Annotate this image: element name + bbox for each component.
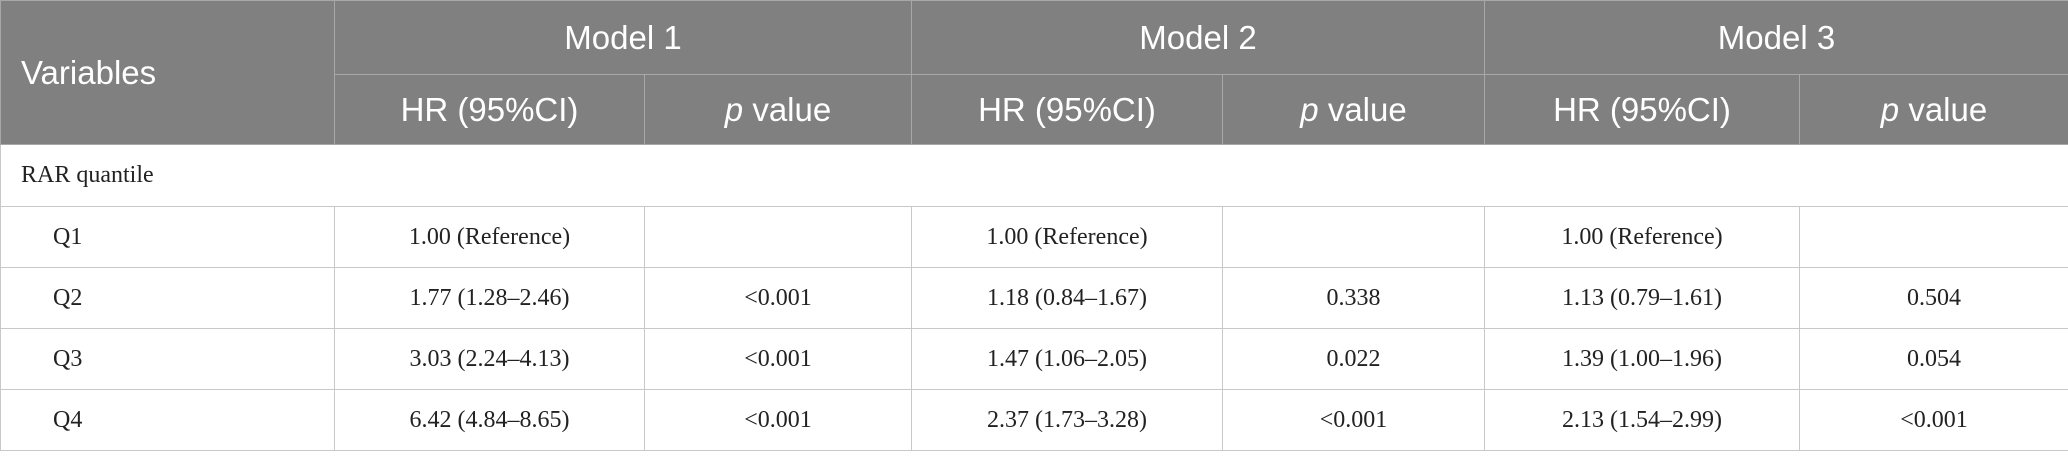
section-label: RAR quantile: [0, 144, 2068, 207]
table-header: Variables Model 1 Model 2 Model 3 HR (95%CI)…: [0, 0, 2068, 145]
row-label: Q2: [0, 267, 335, 329]
data-row: Q3 3.03 (2.24–4.13) <0.001 1.47 (1.06–2.05)…: [0, 328, 2068, 390]
hr-value: 2.13 (1.54–2.99): [1484, 389, 1800, 451]
row-label: Q4: [0, 389, 335, 451]
hr-value: 1.00 (Reference): [334, 206, 645, 268]
p-value: <0.001: [644, 328, 912, 390]
p-value: <0.001: [644, 389, 912, 451]
data-row: Q2 1.77 (1.28–2.46) <0.001 1.18 (0.84–1.67)…: [0, 267, 2068, 329]
p-value: 0.504: [1799, 267, 2068, 329]
p-value: <0.001: [1222, 389, 1485, 451]
p-header: p value: [1222, 74, 1485, 145]
row-label: Q1: [0, 206, 335, 268]
model-header: Model 3: [1484, 0, 2068, 75]
p-value: 0.338: [1222, 267, 1485, 329]
subheader-row: HR (95%CI) p value HR (95%CI) p value HR (95…: [1, 74, 2068, 145]
results-table: Variables Model 1 Model 2 Model 3 HR (95%CI)…: [0, 0, 2068, 451]
hr-header: HR (95%CI): [1484, 74, 1800, 145]
model-header: Model 2: [911, 0, 1485, 75]
p-value: <0.001: [644, 267, 912, 329]
section-row: RAR quantile: [0, 144, 2068, 207]
table-body: RAR quantile Q1 1.00 (Reference) 1.00 (Refe…: [0, 144, 2068, 451]
p-rest: value: [752, 90, 832, 128]
hr-value: 1.39 (1.00–1.96): [1484, 328, 1800, 390]
data-row: Q4 6.42 (4.84–8.65) <0.001 2.37 (1.73–3.28)…: [0, 389, 2068, 451]
hr-value: 2.37 (1.73–3.28): [911, 389, 1223, 451]
hr-value: 3.03 (2.24–4.13): [334, 328, 645, 390]
p-value: <0.001: [1799, 389, 2068, 451]
p-rest: value: [1908, 90, 1988, 128]
model-header: Model 1: [334, 0, 912, 75]
p-italic: p: [724, 90, 744, 128]
row-label: Q3: [0, 328, 335, 390]
hr-value: 1.13 (0.79–1.61): [1484, 267, 1800, 329]
hr-value: 1.00 (Reference): [911, 206, 1223, 268]
p-rest: value: [1327, 90, 1407, 128]
hr-value: 1.77 (1.28–2.46): [334, 267, 645, 329]
p-header: p value: [1799, 74, 2068, 145]
hr-header: HR (95%CI): [911, 74, 1223, 145]
empty-cell: [1222, 206, 1485, 268]
header-row: Variables Model 1 Model 2 Model 3: [0, 0, 2068, 145]
hr-header: HR (95%CI): [334, 74, 645, 145]
p-value: 0.054: [1799, 328, 2068, 390]
hr-value: 6.42 (4.84–8.65): [334, 389, 645, 451]
hr-value: 1.00 (Reference): [1484, 206, 1800, 268]
p-header: p value: [644, 74, 912, 145]
p-italic: p: [1880, 90, 1900, 128]
p-value: 0.022: [1222, 328, 1485, 390]
empty-cell: [1799, 206, 2068, 268]
data-row: Q1 1.00 (Reference) 1.00 (Reference) 1.00 (…: [0, 206, 2068, 268]
hr-value: 1.18 (0.84–1.67): [911, 267, 1223, 329]
hr-value: 1.47 (1.06–2.05): [911, 328, 1223, 390]
p-italic: p: [1300, 90, 1319, 128]
variables-header: Variables: [0, 0, 335, 145]
empty-cell: [644, 206, 912, 268]
